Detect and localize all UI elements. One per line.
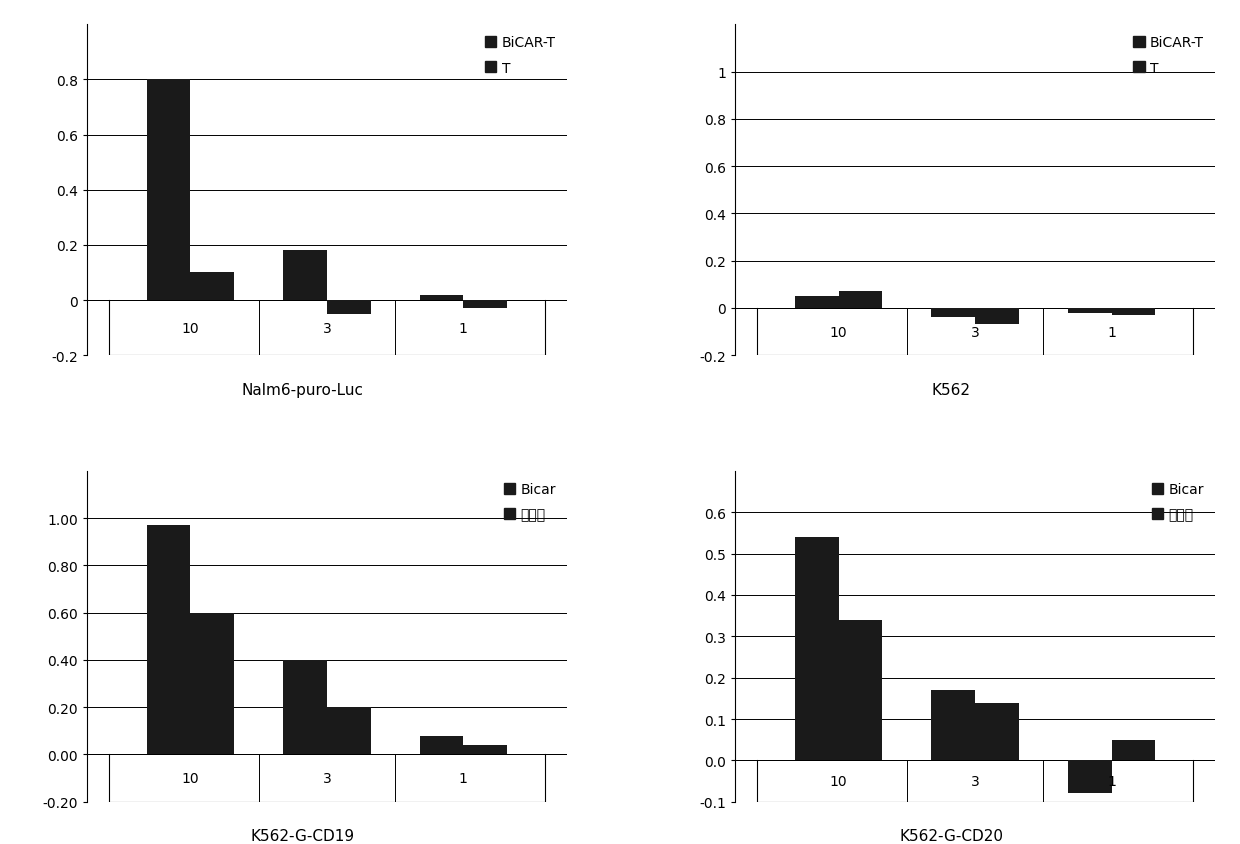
Bar [191,613,234,755]
Text: 3: 3 [322,322,331,335]
Bar [1111,740,1156,760]
Bar [191,273,234,300]
Bar [146,526,191,755]
X-axis label: K562: K562 [931,382,971,398]
Text: 3: 3 [971,774,980,788]
Bar [838,620,883,760]
Bar [1068,309,1111,313]
Bar [464,745,507,755]
Text: 10: 10 [830,325,847,339]
Bar [283,660,327,755]
Bar [795,297,838,309]
Bar [464,300,507,309]
Bar [795,538,838,760]
X-axis label: K562-G-CD19: K562-G-CD19 [250,828,355,843]
Text: 1: 1 [1107,774,1116,788]
Bar [975,703,1019,760]
X-axis label: Nalm6-puro-Luc: Nalm6-puro-Luc [242,382,363,398]
Legend: Bicar, 空载体: Bicar, 空载体 [500,479,560,526]
Bar [1068,760,1111,793]
Text: 1: 1 [1107,325,1116,339]
Bar [975,309,1019,325]
Text: 3: 3 [322,771,331,785]
Text: 10: 10 [182,771,200,785]
Bar [419,295,464,300]
Bar [931,690,975,760]
Legend: Bicar, 空载体: Bicar, 空载体 [1148,479,1208,526]
Bar [1111,309,1156,316]
Bar [838,292,883,309]
Bar [283,252,327,300]
Text: 1: 1 [459,771,467,785]
Text: 10: 10 [830,774,847,788]
Bar [327,300,371,315]
Bar [146,80,191,300]
Legend: BiCAR-T, T: BiCAR-T, T [481,32,560,79]
Text: 3: 3 [971,325,980,339]
Legend: BiCAR-T, T: BiCAR-T, T [1130,32,1208,79]
Text: 10: 10 [182,322,200,335]
X-axis label: K562-G-CD20: K562-G-CD20 [899,828,1003,843]
Bar [931,309,975,318]
Bar [327,707,371,755]
Bar [419,736,464,755]
Text: 1: 1 [459,322,467,335]
